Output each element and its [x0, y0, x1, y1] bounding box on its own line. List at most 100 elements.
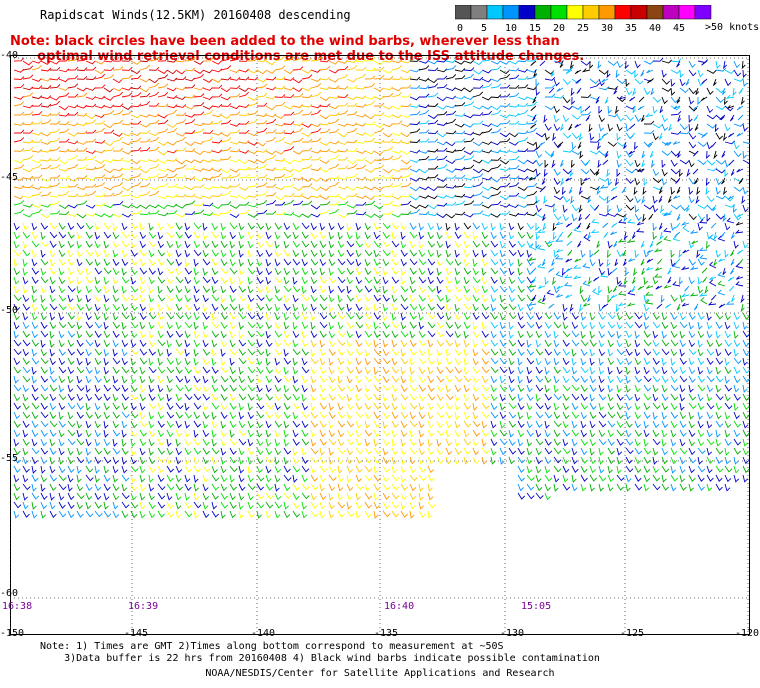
wind-barb [661, 483, 669, 491]
wind-barb [391, 294, 398, 303]
wind-barb [184, 330, 191, 339]
wind-barb [607, 384, 614, 393]
wind-barb [409, 393, 418, 401]
wind-barb [653, 248, 663, 253]
wind-barb [382, 393, 389, 402]
wind-barb [682, 249, 690, 254]
wind-barb [292, 393, 301, 401]
wind-barb [472, 384, 479, 393]
wind-barb [663, 227, 672, 233]
wind-barb [551, 258, 555, 266]
wind-barb [499, 384, 508, 392]
wind-barb [555, 221, 564, 226]
wind-barb [373, 186, 384, 191]
footer-notes: Note: 1) Times are GMT 2)Times along bot… [40, 641, 600, 664]
wind-barb [247, 474, 254, 483]
wind-barb [112, 181, 124, 188]
wind-barb [409, 510, 415, 519]
wind-barb [166, 510, 175, 518]
wind-barb [731, 294, 735, 302]
wind-barb [454, 95, 466, 100]
wind-barb [274, 249, 282, 258]
wind-barb [274, 222, 282, 230]
wind-barb [606, 69, 611, 79]
wind-barb [418, 294, 427, 302]
wind-barb [569, 303, 574, 313]
wind-barb [211, 384, 219, 393]
wind-barb [634, 69, 639, 79]
wind-barb [625, 168, 636, 174]
wind-barb [220, 56, 232, 62]
wind-barb [13, 465, 21, 473]
wind-barb [283, 231, 292, 239]
wind-barb [148, 402, 157, 410]
wind-barb [211, 149, 223, 154]
wind-barb [247, 348, 256, 356]
wind-barb [661, 357, 667, 366]
wind-barb [139, 158, 151, 163]
wind-barb [679, 276, 683, 286]
wind-barb [472, 168, 483, 174]
wind-barb [544, 429, 551, 438]
wind-barb [346, 384, 355, 392]
wind-barb [22, 492, 29, 501]
wind-barb [499, 182, 511, 188]
wind-barb [184, 105, 195, 110]
wind-barb [310, 123, 321, 128]
wind-barb [328, 456, 334, 465]
wind-barb [328, 492, 334, 501]
wind-barb [274, 186, 285, 191]
wind-barb [247, 438, 254, 447]
wind-barb [652, 168, 660, 177]
wind-barb [49, 483, 57, 492]
wind-barb [382, 132, 393, 138]
wind-barb [94, 139, 106, 144]
wind-barb [364, 438, 371, 447]
wind-barb [346, 402, 354, 410]
wind-barb [175, 69, 186, 75]
lon-label-145: -145 [124, 628, 149, 639]
wind-barb [445, 174, 457, 179]
wind-barb [625, 114, 634, 121]
wind-barb [202, 285, 210, 293]
wind-barb [706, 123, 717, 129]
wind-barb [76, 104, 88, 109]
wind-barb [283, 411, 291, 419]
wind-barb [103, 276, 110, 285]
wind-barb [454, 138, 466, 143]
wind-barb [598, 195, 608, 201]
wind-barb [346, 276, 353, 285]
wind-barb [625, 87, 633, 96]
wind-barb [643, 375, 652, 383]
wind-barb [49, 276, 56, 285]
wind-barb [499, 167, 511, 171]
wind-barb [274, 195, 285, 201]
wind-barb [724, 474, 732, 483]
wind-barb [526, 303, 534, 312]
wind-barb [661, 384, 668, 393]
wind-barb [22, 294, 30, 303]
wind-barb [328, 384, 337, 392]
wind-barb [265, 312, 272, 321]
wind-barb [571, 213, 578, 222]
wind-barb [472, 69, 483, 75]
wind-barb [13, 83, 25, 89]
wind-barb [436, 122, 448, 126]
wind-barb [58, 465, 66, 474]
wind-barb [409, 231, 418, 239]
wind-barb [76, 357, 83, 366]
wind-barb [346, 429, 354, 437]
wind-barb [418, 510, 426, 518]
wind-barb [589, 312, 596, 321]
wind-barb [337, 65, 349, 71]
wind-barb [544, 105, 555, 110]
wind-barb [310, 249, 318, 257]
wind-barb [184, 366, 192, 374]
wind-barb [85, 166, 97, 171]
wind-barb [166, 339, 172, 348]
wind-barb [166, 123, 177, 128]
wind-barb [337, 85, 349, 90]
wind-barb [103, 67, 115, 71]
wind-barb [337, 483, 344, 492]
wind-barb [274, 411, 282, 420]
